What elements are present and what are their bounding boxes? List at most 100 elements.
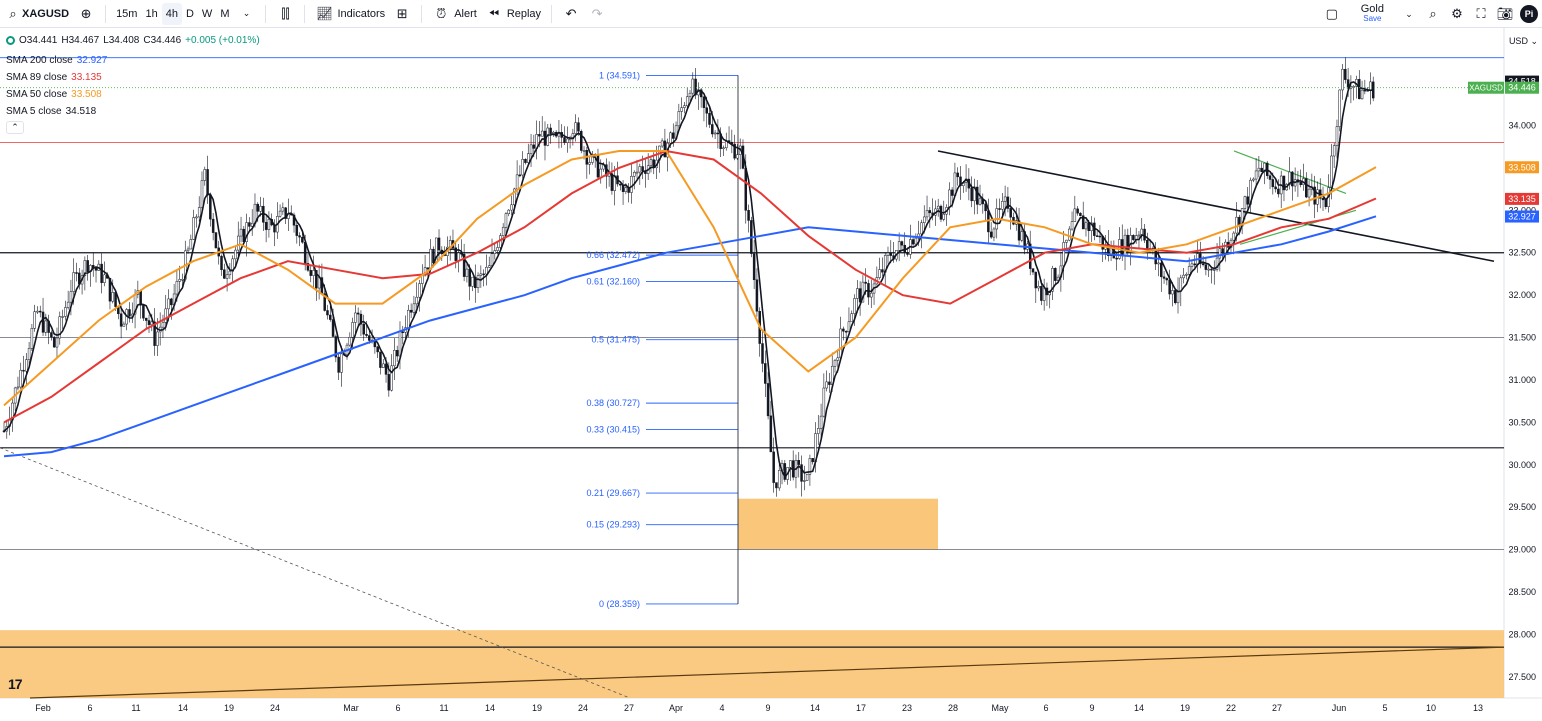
demand-zone-bottom	[0, 630, 1504, 698]
candle-body	[1084, 222, 1088, 230]
candle-body	[649, 159, 653, 166]
compare-button[interactable]: ⊕	[73, 0, 99, 28]
replay-button[interactable]: ⏪︎ Replay	[481, 0, 545, 28]
candle-body	[769, 415, 773, 453]
interval-15m[interactable]: 15m	[116, 7, 138, 20]
candle-body	[306, 263, 310, 271]
candle-body	[1363, 89, 1367, 92]
candle-body	[906, 252, 909, 255]
candle-body	[248, 222, 251, 227]
candle-body	[1204, 264, 1208, 270]
candle-body	[610, 173, 614, 191]
candle-body	[568, 138, 572, 141]
candle-body	[211, 218, 215, 233]
interval-dropdown[interactable]: ⌄	[233, 0, 259, 28]
candle-body	[540, 130, 544, 137]
collapse-legend-button[interactable]: ⌃	[6, 121, 24, 134]
candle-body	[501, 227, 505, 236]
x-tick-label: 9	[1089, 703, 1094, 713]
candle-body	[278, 210, 282, 217]
avatar[interactable]: Pi	[1520, 5, 1538, 23]
candle-body	[808, 458, 812, 475]
candle-body	[619, 183, 622, 186]
price-chart[interactable]: 1 (34.591) 0.66 (32.472) 0.61 (32.160) 0.5 …	[0, 28, 1542, 721]
x-tick-label: 28	[948, 703, 958, 713]
candle-body	[1344, 68, 1347, 80]
candle-body	[630, 175, 633, 193]
candle-body	[817, 428, 820, 434]
currency-selector[interactable]: USD ⌄	[1508, 36, 1538, 46]
candle-body	[1218, 248, 1222, 259]
study-sma50[interactable]: SMA 50 close 33.508	[6, 86, 107, 103]
interval-4h[interactable]: 4h	[161, 2, 182, 25]
candle-body	[1137, 234, 1141, 237]
undo-button[interactable]: ↶	[558, 0, 584, 28]
candle-body	[1358, 79, 1361, 100]
interval-m[interactable]: M	[220, 7, 230, 20]
replay-label: Replay	[506, 7, 542, 20]
interval-1h[interactable]: 1h	[145, 7, 158, 20]
interval-w[interactable]: W	[201, 7, 213, 20]
fib-label-5: 0.33 (30.415)	[586, 425, 640, 435]
chevron-down-icon: ⌄	[242, 8, 251, 18]
tradingview-logo-icon: 17	[8, 676, 23, 692]
candle-body	[574, 122, 577, 134]
study-sma89[interactable]: SMA 89 close 33.135	[6, 69, 107, 86]
x-tick-label: 10	[1426, 703, 1436, 713]
quick-search-icon[interactable]: ⌕	[1429, 6, 1437, 21]
candle-body	[329, 314, 332, 320]
candle-body	[1260, 167, 1263, 173]
x-tick-label: 27	[1272, 703, 1282, 713]
price-badge	[1505, 192, 1539, 205]
candle-body	[401, 331, 405, 334]
candle-body	[870, 292, 873, 298]
alert-button[interactable]: ⏰︎ Alert	[428, 0, 481, 28]
candle-body	[393, 350, 396, 367]
candle-body	[315, 270, 318, 289]
candle-body	[1254, 170, 1258, 180]
redo-button[interactable]: ↷	[584, 0, 610, 28]
candle-body	[351, 322, 354, 338]
candle-body	[504, 213, 508, 228]
candle-body	[844, 330, 848, 333]
ohlc-open: O34.441	[19, 35, 58, 46]
divider	[551, 4, 553, 23]
candle-body	[936, 205, 940, 210]
layout-name-button[interactable]: Gold Save	[1361, 4, 1384, 24]
templates-button[interactable]: ⊞	[389, 0, 415, 28]
right-toolbar: ▢ Gold Save ⌄ ⌕ ⚙ ⛶ 📷︎ Pi	[1323, 0, 1542, 28]
study-value: 32.927	[76, 55, 108, 66]
study-sma5[interactable]: SMA 5 close 34.518	[6, 103, 107, 120]
candle-body	[41, 311, 45, 333]
candle-body	[156, 331, 159, 346]
candle-body	[1338, 89, 1341, 127]
candle-body	[103, 274, 106, 283]
candle-body	[663, 140, 667, 158]
candle-body	[19, 369, 22, 388]
y-tick-label: 32.500	[1508, 248, 1536, 258]
candles-icon: ⫿⫿	[281, 5, 290, 21]
camera-icon[interactable]: 📷︎	[1496, 6, 1514, 21]
study-sma200[interactable]: SMA 200 close 32.927	[6, 52, 107, 69]
candle-body	[1126, 234, 1130, 253]
candle-body	[487, 265, 491, 268]
candle-body	[722, 147, 725, 150]
candle-body	[365, 334, 368, 336]
chevron-down-icon[interactable]: ⌄	[1405, 8, 1413, 19]
candle-body	[206, 169, 209, 196]
candle-body	[16, 386, 20, 389]
indicators-button[interactable]: 📈︎ Indicators	[311, 0, 389, 28]
symbol-search[interactable]: ⌕ XAGUSD	[0, 0, 73, 28]
candle-body	[1123, 234, 1127, 257]
interval-d[interactable]: D	[185, 7, 194, 20]
settings-gear-icon[interactable]: ⚙	[1451, 6, 1463, 21]
layout-square-icon[interactable]: ▢	[1325, 6, 1338, 21]
candle-body	[1040, 286, 1043, 301]
candle-body	[1162, 276, 1166, 279]
chart-type-button[interactable]: ⫿⫿	[272, 0, 298, 28]
x-tick-label: 24	[270, 703, 280, 713]
candle-body	[264, 222, 268, 230]
candle-body	[713, 132, 717, 135]
candle-body	[298, 235, 301, 238]
fullscreen-icon[interactable]: ⛶	[1476, 6, 1486, 21]
